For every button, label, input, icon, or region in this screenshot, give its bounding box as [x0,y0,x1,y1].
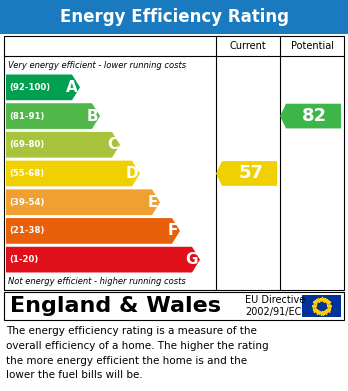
Text: Potential: Potential [291,41,333,51]
Text: C: C [107,137,118,152]
Polygon shape [6,247,200,273]
Polygon shape [6,103,100,129]
Text: (81-91): (81-91) [9,111,45,120]
Text: EU Directive
2002/91/EC: EU Directive 2002/91/EC [245,295,305,317]
Polygon shape [6,75,80,100]
Text: Energy Efficiency Rating: Energy Efficiency Rating [60,8,288,26]
Text: 57: 57 [238,165,263,183]
Polygon shape [6,132,120,158]
Text: F: F [168,223,178,239]
Bar [4,292,344,320]
Polygon shape [280,104,341,128]
Polygon shape [6,161,140,187]
Text: (55-68): (55-68) [9,169,44,178]
Text: D: D [125,166,138,181]
Text: (21-38): (21-38) [9,226,45,235]
Text: Very energy efficient - lower running costs: Very energy efficient - lower running co… [8,61,186,70]
Text: 82: 82 [301,107,326,125]
Text: (92-100): (92-100) [9,83,50,92]
Text: Current: Current [230,41,266,51]
Polygon shape [6,218,180,244]
Polygon shape [216,161,277,186]
Text: B: B [86,109,98,124]
Polygon shape [6,189,160,215]
Text: E: E [148,195,158,210]
Bar [0,0,348,34]
Text: (39-54): (39-54) [9,198,45,207]
Bar [302,295,341,317]
Text: The energy efficiency rating is a measure of the
overall efficiency of a home. T: The energy efficiency rating is a measur… [6,326,269,380]
Bar [4,36,344,290]
Text: England & Wales: England & Wales [10,296,221,316]
Text: A: A [66,80,78,95]
Text: (1-20): (1-20) [9,255,38,264]
Text: (69-80): (69-80) [9,140,44,149]
Text: G: G [185,252,198,267]
Text: Not energy efficient - higher running costs: Not energy efficient - higher running co… [8,278,186,287]
